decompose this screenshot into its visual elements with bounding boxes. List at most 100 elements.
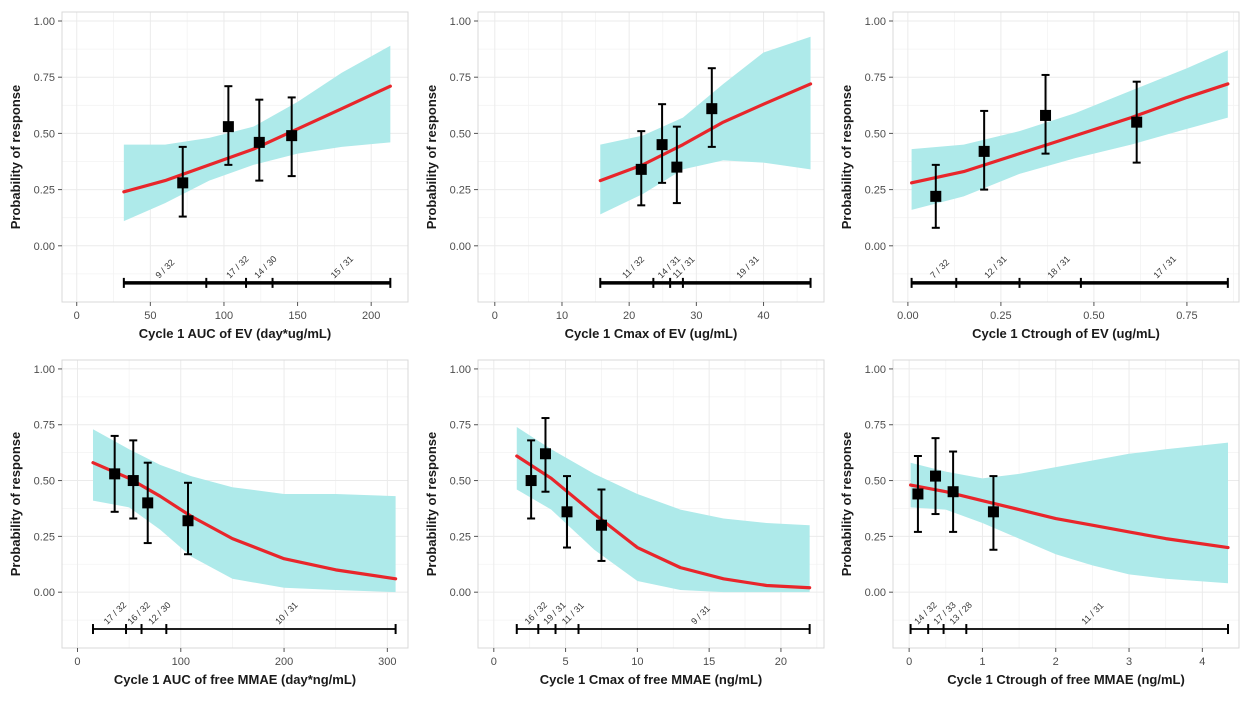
panel-border (892, 359, 1240, 649)
data-point (286, 130, 298, 142)
confidence-band (516, 426, 810, 593)
y-tick-label: 1.00 (865, 364, 886, 376)
x-tick-label: 15 (703, 656, 715, 668)
fitted-curve (910, 82, 1230, 185)
x-tick-label: 40 (757, 310, 769, 322)
data-point (930, 470, 942, 482)
x-axis-title: Cycle 1 Cmax of free MMAE (ng/mL) (540, 672, 763, 687)
confidence-band (123, 45, 391, 222)
x-tick-label: 4 (1199, 656, 1205, 668)
y-tick-label: 0.25 (34, 185, 55, 197)
x-tick-label: 0.75 (1176, 310, 1197, 322)
x-tick-label: 300 (378, 656, 396, 668)
fitted-curve (515, 454, 812, 590)
y-axis-title: Probability of response (8, 432, 23, 576)
x-tick-label: 50 (144, 310, 156, 322)
data-point (525, 475, 537, 487)
x-tick-label: 5 (563, 656, 569, 668)
y-tick-label: 0.50 (865, 128, 886, 140)
y-tick-label: 0.75 (865, 420, 886, 432)
fitted-curve (598, 82, 813, 183)
y-tick-label: 1.00 (34, 16, 55, 28)
x-tick-label: 3 (1126, 656, 1132, 668)
y-tick-label: 1.00 (450, 364, 471, 376)
data-point (635, 163, 647, 175)
panel-border (61, 359, 409, 649)
x-tick-label: 0 (906, 656, 912, 668)
confidence-band (910, 442, 1229, 584)
x-tick-label: 1 (979, 656, 985, 668)
y-tick-label: 0.50 (865, 476, 886, 488)
panel-border (477, 359, 825, 649)
data-point (656, 139, 668, 151)
panel-border (477, 11, 825, 303)
y-tick-label: 0.00 (34, 587, 55, 599)
data-point (930, 190, 942, 202)
x-axis-title: Cycle 1 AUC of EV (day*ug/mL) (139, 326, 331, 341)
data-point (987, 506, 999, 518)
y-axis-title: Probability of response (8, 85, 23, 229)
y-axis-title: Probability of response (839, 85, 854, 229)
y-tick-label: 0.00 (450, 241, 471, 253)
data-point (177, 177, 189, 189)
x-tick-label: 0 (491, 656, 497, 668)
y-tick-label: 0.00 (865, 587, 886, 599)
y-tick-label: 0.50 (34, 128, 55, 140)
x-tick-label: 10 (556, 310, 568, 322)
data-point (109, 468, 121, 480)
y-tick-label: 1.00 (865, 16, 886, 28)
chart-panel: 7 / 32 12 / 31 18 / 31 17 / 310.00 0.25 0.50 0… (839, 11, 1240, 341)
x-tick-label: 150 (288, 310, 306, 322)
x-tick-label: 200 (275, 656, 293, 668)
y-tick-label: 0.25 (34, 531, 55, 543)
y-tick-label: 0.00 (450, 587, 471, 599)
data-point (127, 475, 139, 487)
x-tick-label: 30 (690, 310, 702, 322)
x-tick-label: 0.25 (990, 310, 1011, 322)
fitted-curve (122, 84, 392, 194)
x-tick-label: 10 (631, 656, 643, 668)
x-tick-label: 0.50 (1083, 310, 1104, 322)
y-tick-label: 0.50 (450, 476, 471, 488)
y-tick-label: 0.00 (34, 241, 55, 253)
x-tick-label: 20 (623, 310, 635, 322)
panel-border (61, 11, 409, 303)
y-axis-title: Probability of response (424, 432, 439, 576)
data-point (595, 519, 607, 531)
x-tick-label: 0 (74, 656, 80, 668)
panel-border (892, 11, 1240, 303)
data-point (671, 161, 683, 173)
confidence-band (92, 429, 396, 593)
data-point (947, 486, 959, 498)
x-tick-label: 0.00 (897, 310, 918, 322)
y-tick-label: 0.00 (865, 241, 886, 253)
y-tick-label: 0.75 (34, 420, 55, 432)
y-tick-label: 0.75 (450, 72, 471, 84)
confidence-band (600, 36, 811, 215)
x-tick-label: 100 (172, 656, 190, 668)
data-point (222, 121, 234, 133)
x-axis-title: Cycle 1 Ctrough of free MMAE (ng/mL) (947, 672, 1185, 687)
data-point (142, 497, 154, 509)
data-point (253, 136, 265, 148)
data-point (182, 515, 194, 527)
x-tick-label: 20 (775, 656, 787, 668)
y-tick-label: 0.25 (450, 185, 471, 197)
y-tick-label: 0.75 (34, 72, 55, 84)
data-point (1131, 116, 1143, 128)
y-tick-label: 0.75 (450, 420, 471, 432)
x-tick-label: 0 (492, 310, 498, 322)
x-tick-label: 2 (1053, 656, 1059, 668)
y-tick-label: 0.75 (865, 72, 886, 84)
x-tick-label: 0 (74, 310, 80, 322)
confidence-band (911, 50, 1228, 210)
x-tick-label: 200 (362, 310, 380, 322)
y-tick-label: 0.25 (865, 531, 886, 543)
chart-panel: 9 / 32 17 / 32 14 / 30 15 / 310 50 100 150 2000… (8, 11, 409, 341)
x-axis-title: Cycle 1 Cmax of EV (ug/mL) (565, 326, 738, 341)
